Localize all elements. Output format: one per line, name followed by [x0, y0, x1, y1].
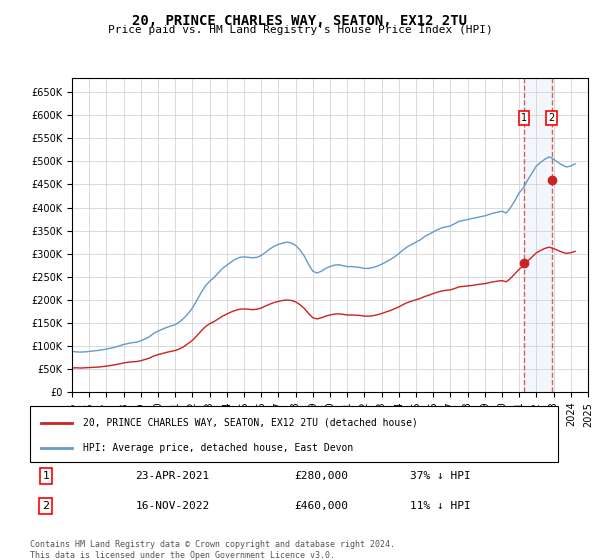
Bar [524, 78, 551, 392]
Text: 2: 2 [548, 113, 554, 123]
Text: Price paid vs. HM Land Registry's House Price Index (HPI): Price paid vs. HM Land Registry's House … [107, 25, 493, 35]
Text: 1: 1 [43, 471, 49, 481]
Text: 1: 1 [521, 113, 527, 123]
Text: Contains HM Land Registry data © Crown copyright and database right 2024.
This d: Contains HM Land Registry data © Crown c… [30, 540, 395, 560]
Text: 20, PRINCE CHARLES WAY, SEATON, EX12 2TU (detached house): 20, PRINCE CHARLES WAY, SEATON, EX12 2TU… [83, 418, 418, 428]
Text: 11% ↓ HPI: 11% ↓ HPI [410, 501, 471, 511]
Text: HPI: Average price, detached house, East Devon: HPI: Average price, detached house, East… [83, 443, 353, 453]
Text: 23-APR-2021: 23-APR-2021 [136, 471, 210, 481]
Text: £460,000: £460,000 [294, 501, 348, 511]
Text: £280,000: £280,000 [294, 471, 348, 481]
Text: 37% ↓ HPI: 37% ↓ HPI [410, 471, 471, 481]
Text: 20, PRINCE CHARLES WAY, SEATON, EX12 2TU: 20, PRINCE CHARLES WAY, SEATON, EX12 2TU [133, 14, 467, 28]
FancyBboxPatch shape [30, 406, 558, 462]
Text: 16-NOV-2022: 16-NOV-2022 [136, 501, 210, 511]
Text: 2: 2 [42, 501, 49, 511]
